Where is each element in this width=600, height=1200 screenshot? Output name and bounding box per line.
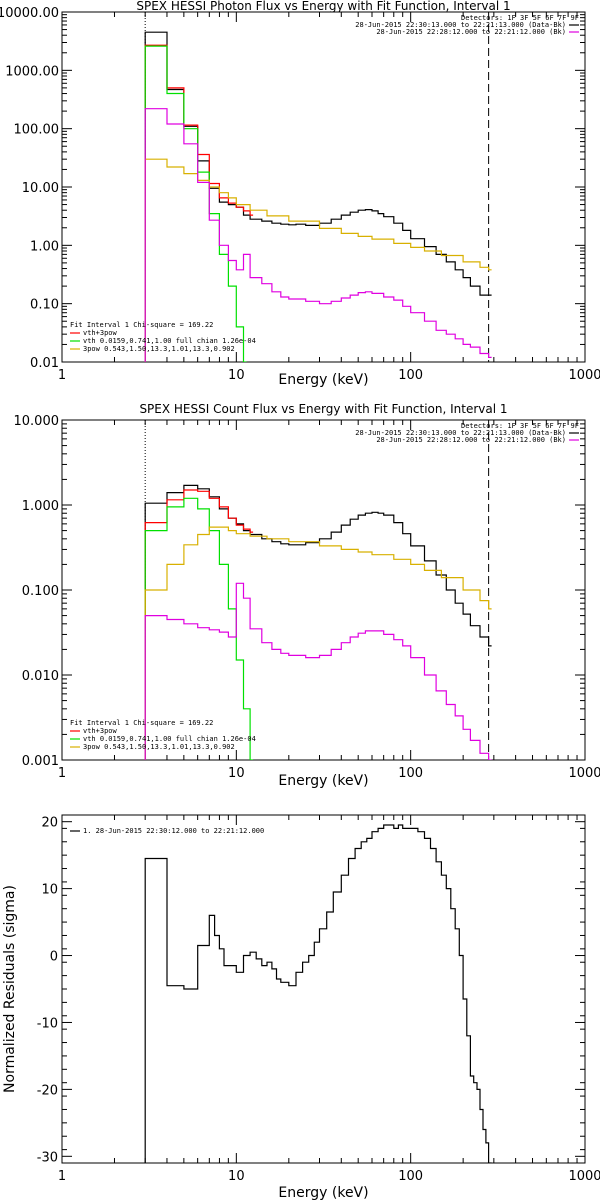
y-tick-label: -20 [37,1083,58,1098]
info-line: 28-Jun-2015 22:30:13.000 to 22:21:13.000… [355,429,566,437]
y-tick-label: 0 [50,950,58,965]
y-tick-label: 0.010 [22,669,59,684]
x-tick-label: 1000 [568,1169,600,1184]
x-tick-label: 1000 [568,766,600,781]
legend-item: 1. 28-Jun-2015 22:30:12.000 to 22:21:12.… [83,827,264,835]
info-line: 28-Jun-2015 22:28:12.000 to 22:21:12.000… [376,436,566,444]
series-line [144,824,492,1163]
x-axis-label: Energy (keV) [278,773,368,789]
series-line [144,526,492,760]
plot-frame [61,11,586,363]
y-tick-label: 10.000 [14,414,60,429]
y-tick-label: 0.01 [30,356,59,371]
y-tick-label: 1.000 [22,499,59,514]
x-tick-label: 100 [398,766,423,781]
series-line [144,582,492,760]
series-line [144,484,492,760]
legend-item: vth 0.0159,0.741,1.00 full chian 1.26e-0… [83,337,256,345]
y-tick-label: 10.00 [22,181,59,196]
y-tick-label: 0.100 [22,584,59,599]
legend-header: Fit Interval 1 Chi-square = 169.22 [70,321,213,329]
series-line [144,44,254,362]
info-line: 28-Jun-2015 22:28:12.000 to 22:21:12.000… [376,28,566,36]
y-tick-label: 0.10 [30,298,59,313]
y-tick-label: 100.00 [14,123,60,138]
info-line: Detectors: 1F 3F 5F 6F 7F 9F [461,422,579,430]
legend-header: Fit Interval 1 Chi-square = 169.22 [70,719,213,727]
x-tick-label: 100 [398,368,423,383]
plot-frame [61,814,586,1164]
x-tick-label: 1 [58,368,66,383]
legend-item: vth 0.0159,0.741,1.00 full chian 1.26e-0… [83,735,256,743]
x-tick-label: 1000 [568,368,600,383]
chart-title: SPEX HESSI Photon Flux vs Energy with Fi… [136,0,510,13]
x-tick-label: 10 [228,368,245,383]
photon-flux-chart: SPEX HESSI Photon Flux vs Energy with Fi… [0,0,600,388]
info-line: 28-Jun-2015 22:30:13.000 to 22:21:13.000… [355,21,566,29]
x-tick-label: 10 [228,1169,245,1184]
series-line [144,497,254,760]
y-tick-label: 10000.00 [0,6,59,21]
series-line [144,108,492,362]
y-tick-label: -30 [37,1150,58,1165]
legend-item: 3pow 0.543,1.50,13.3,1.01,13.3,0.902 [83,345,235,353]
legend-item: vth+3pow [83,727,118,735]
y-tick-label: 1000.00 [5,64,59,79]
info-line: Detectors: 1F 3F 5F 6F 7F 9F [461,14,579,22]
legend-item: 3pow 0.543,1.50,13.3,1.01,13.3,0.902 [83,743,235,751]
x-tick-label: 1 [58,1169,66,1184]
x-axis-label: Energy (keV) [278,372,368,388]
series-line [144,31,492,362]
x-tick-label: 100 [398,1169,423,1184]
plot-frame [61,419,586,761]
y-tick-label: 1.00 [30,239,59,254]
y-tick-label: 20 [41,816,58,831]
y-tick-label: -10 [37,1016,58,1031]
x-axis-label: Energy (keV) [278,1185,368,1200]
count-flux-chart: SPEX HESSI Count Flux vs Energy with Fit… [14,402,600,789]
x-tick-label: 10 [228,766,245,781]
series-line [144,158,492,362]
chart-title: SPEX HESSI Count Flux vs Energy with Fit… [139,402,507,416]
series-line [144,489,254,760]
legend-item: vth+3pow [83,329,118,337]
y-tick-label: 0.001 [22,754,59,769]
y-axis-label: Normalized Residuals (sigma) [2,885,18,1093]
x-tick-label: 1 [58,766,66,781]
y-tick-label: 10 [41,883,58,898]
